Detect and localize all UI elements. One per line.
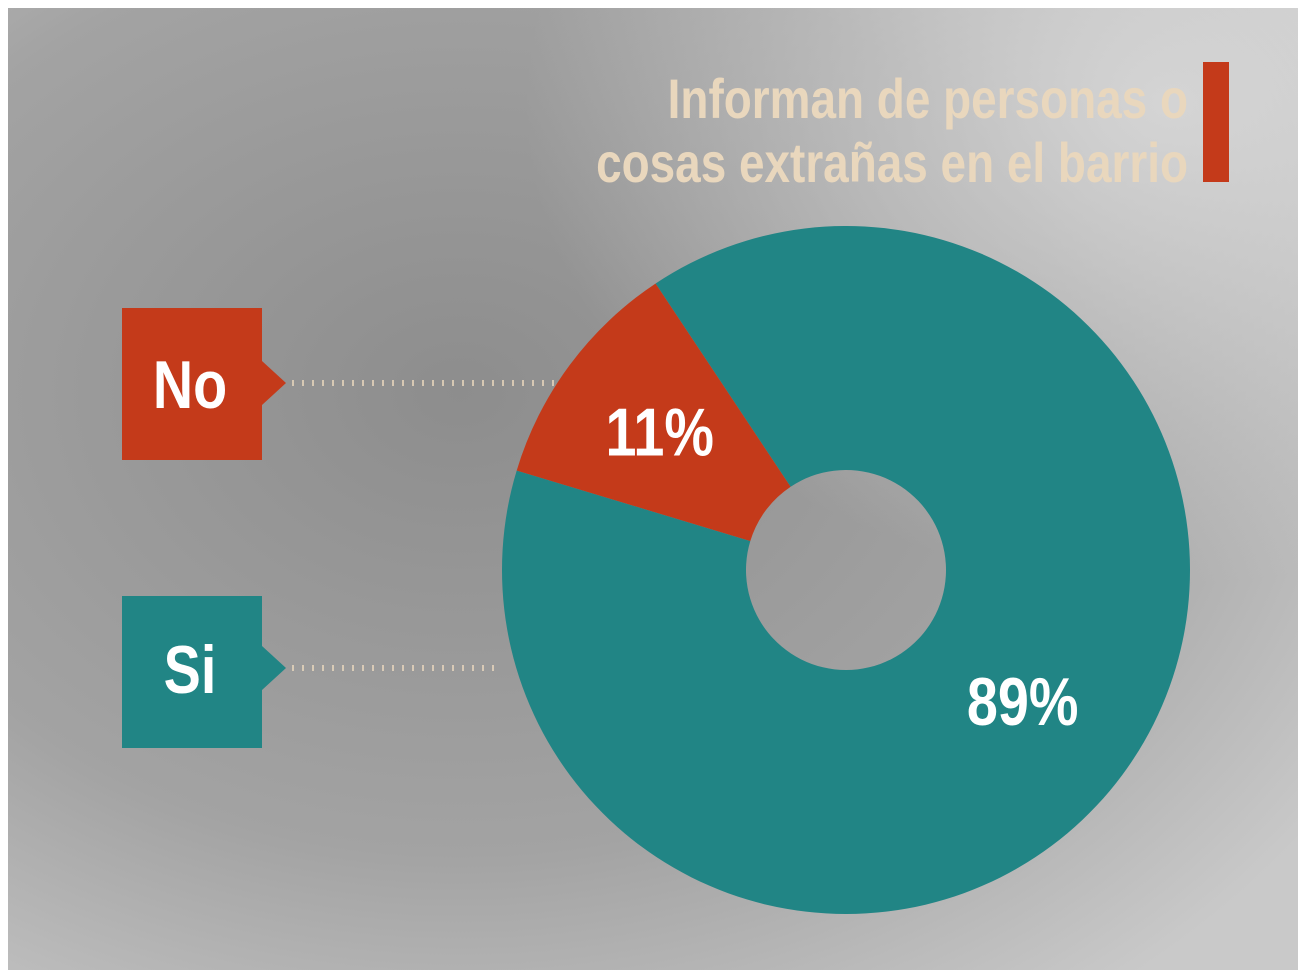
value-label: 89% (967, 665, 1079, 740)
slice (501, 225, 1191, 914)
value-label: 11% (605, 396, 714, 471)
legend-box (122, 596, 286, 748)
chart-title: Informan de personas o cosas extrañas en … (596, 68, 1188, 194)
slice (516, 283, 791, 542)
legend-label: Si (164, 633, 217, 708)
legend-label: No (153, 348, 227, 423)
legend-box (122, 308, 286, 460)
title-bar (1203, 62, 1229, 182)
plot: 11% No 89% Si (122, 225, 1191, 914)
